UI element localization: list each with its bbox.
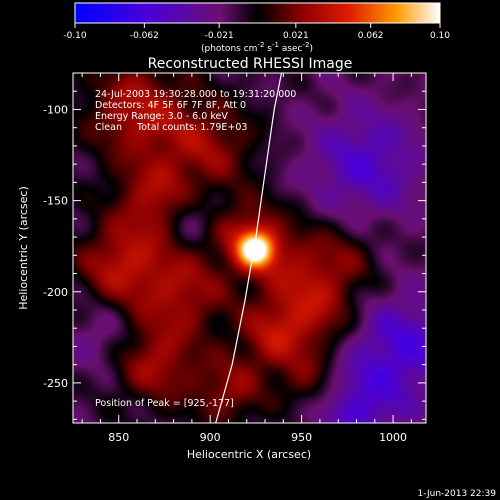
x-tick-label: 950 <box>291 431 312 444</box>
y-tick-label: -150 <box>43 195 68 208</box>
x-tick-label: 900 <box>200 431 221 444</box>
colorbar-tick-label: 0.021 <box>283 31 309 41</box>
colorbar-tick-label: -0.062 <box>130 31 159 41</box>
heatmap-image <box>73 73 426 423</box>
colorbar-ticks: -0.10 -0.062 -0.021 0.021 0.062 0.10 <box>63 23 450 41</box>
colorbar-tick-label: -0.021 <box>205 31 234 41</box>
annotation-block: 24-Jul-2003 19:30:28.000 to 19:31:20.000… <box>95 89 296 133</box>
solar-limb-curve <box>215 73 283 423</box>
x-axis-label: Heliocentric X (arcsec) <box>187 448 311 461</box>
x-tick-label: 850 <box>108 431 129 444</box>
x-tick-label: 1000 <box>379 431 407 444</box>
y-tick-label: -250 <box>43 377 68 390</box>
colorbar-tick-label: -0.10 <box>63 31 87 41</box>
annotation-detectors: Detectors: 4F 5F 6F 7F 8F, Att 0 <box>95 100 246 111</box>
y-tick-label: -200 <box>43 286 68 299</box>
peak-position-label: Position of Peak = [925,-177] <box>95 398 234 409</box>
colorbar-tick-label: 0.10 <box>430 31 450 41</box>
annotation-clean: Clean Total counts: 1.79E+03 <box>95 122 247 133</box>
colorbar-tick-label: 0.062 <box>358 31 384 41</box>
y-tick-label: -100 <box>43 103 68 116</box>
colorbar: -0.10 -0.062 -0.021 0.021 0.062 0.10 (photons… <box>63 2 450 54</box>
y-axis-label: Heliocentric Y (arcsec) <box>17 186 30 310</box>
annotation-time: 24-Jul-2003 19:30:28.000 to 19:31:20.000 <box>95 89 296 100</box>
chart-title: Reconstructed RHESSI Image <box>148 56 353 72</box>
x-axis-ticks: 850 900 950 1000 <box>81 73 412 444</box>
colorbar-gradient <box>74 2 441 24</box>
annotation-energy: Energy Range: 3.0 - 6.0 keV <box>95 111 228 122</box>
heatmap-raster <box>73 73 426 423</box>
colorbar-units: (photons cm-2 s-1 asec-2) <box>201 41 313 54</box>
timestamp: 1-Jun-2013 22:39 <box>418 489 497 499</box>
plot-frame <box>72 72 427 424</box>
y-axis-ticks: -100 -150 -200 -250 <box>43 72 426 420</box>
